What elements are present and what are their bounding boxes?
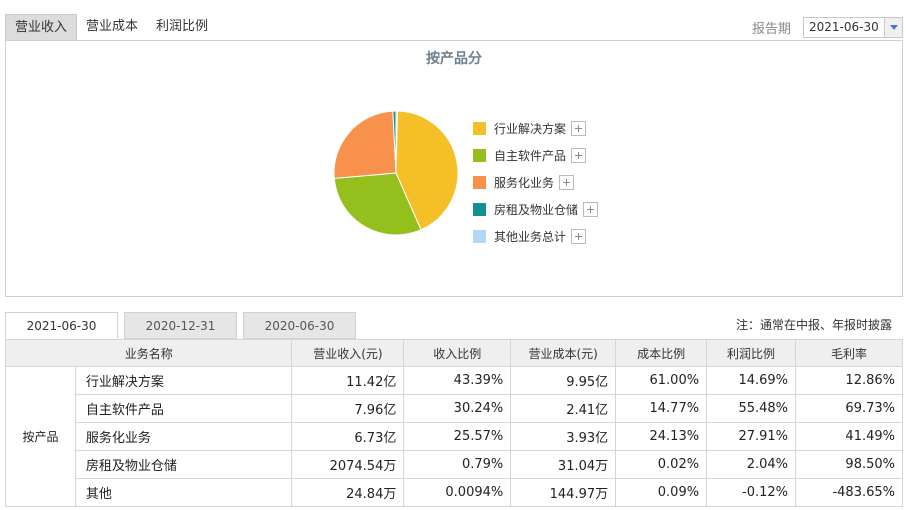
date-tab-bar: 2021-06-30 2020-12-31 2020-06-30	[5, 312, 362, 339]
tab-date-2020-06-30[interactable]: 2020-06-30	[243, 312, 356, 339]
legend-item[interactable]: 服务化业务	[473, 169, 598, 196]
value-cell: 14.77%	[615, 394, 708, 423]
header-revenue: 营业收入(元)	[291, 339, 405, 367]
table-row: 自主软件产品 7.96亿 30.24% 2.41亿 14.77% 55.48% 69.73%	[6, 394, 903, 423]
legend-label: 自主软件产品	[494, 149, 567, 163]
value-cell: 144.97万	[510, 478, 617, 507]
expand-plus-icon[interactable]	[559, 175, 575, 190]
value-cell: 11.42亿	[291, 366, 405, 395]
legend-label: 行业解决方案	[494, 122, 567, 136]
value-cell: 24.13%	[615, 422, 708, 451]
value-cell: 55.48%	[706, 394, 797, 423]
business-name-cell: 行业解决方案	[74, 366, 293, 395]
value-cell: 69.73%	[795, 394, 903, 423]
tab-date-2021-06-30[interactable]: 2021-06-30	[5, 312, 118, 339]
legend-item[interactable]: 自主软件产品	[473, 142, 598, 169]
chart-legend: 行业解决方案 自主软件产品 服务化业务房租及物业仓储 其他业务总计	[473, 115, 599, 250]
value-cell: 14.69%	[706, 366, 797, 395]
legend-swatch	[473, 230, 486, 243]
chevron-down-icon[interactable]	[884, 18, 902, 37]
value-cell: 12.86%	[795, 366, 903, 395]
tab-date-2020-12-31[interactable]: 2020-12-31	[124, 312, 237, 339]
header-cost-ratio: 成本比例	[615, 339, 708, 367]
legend-item[interactable]: 其他业务总计	[473, 223, 598, 250]
value-cell: 24.84万	[291, 478, 405, 507]
pie-slice[interactable]	[395, 111, 459, 231]
header-profit-ratio: 利润比例	[706, 339, 797, 367]
legend-label: 房租及物业仓储	[494, 203, 579, 217]
expand-plus-icon[interactable]	[571, 229, 587, 244]
table-row: 服务化业务 6.73亿 25.57% 3.93亿 24.13% 27.91% 41.49%	[6, 422, 903, 451]
value-cell: 98.50%	[795, 450, 903, 479]
business-table: 业务名称 营业收入(元) 收入比例 营业成本(元) 成本比例 利润比例 毛利率 …	[4, 339, 903, 507]
value-cell: 0.79%	[403, 450, 512, 479]
value-cell: -483.65%	[795, 478, 903, 507]
pie-slice[interactable]	[333, 172, 422, 236]
value-cell: 0.02%	[615, 450, 708, 479]
business-name-cell: 自主软件产品	[74, 394, 293, 423]
legend-label: 其他业务总计	[494, 230, 567, 244]
legend-item[interactable]: 行业解决方案	[473, 115, 598, 142]
legend-swatch	[473, 176, 486, 189]
table-row: 房租及物业仓储 2074.54万 0.79% 31.04万 0.02% 2.04% 98.5…	[6, 450, 903, 479]
value-cell: 27.91%	[706, 422, 797, 451]
group-label: 按产品	[5, 366, 76, 507]
chart-title: 按产品分	[426, 51, 482, 67]
value-cell: 2.41亿	[510, 394, 617, 423]
header-cost: 营业成本(元)	[510, 339, 617, 367]
expand-plus-icon[interactable]	[583, 202, 599, 217]
header-revenue-ratio: 收入比例	[403, 339, 512, 367]
value-cell: 0.0094%	[403, 478, 512, 507]
pie-slice[interactable]	[333, 111, 397, 179]
header-business-name: 业务名称	[4, 339, 293, 367]
value-cell: 30.24%	[403, 394, 512, 423]
tab-revenue[interactable]: 营业收入	[5, 14, 78, 40]
legend-swatch	[473, 149, 486, 162]
pie-chart	[333, 111, 459, 236]
report-period-value: 2021-06-30	[809, 20, 879, 34]
value-cell: 3.93亿	[510, 422, 617, 451]
value-cell: 6.73亿	[291, 422, 405, 451]
table-header-row: 业务名称 营业收入(元) 收入比例 营业成本(元) 成本比例 利润比例 毛利率	[4, 339, 903, 367]
value-cell: 61.00%	[615, 366, 708, 395]
value-cell: 2074.54万	[291, 450, 405, 479]
business-name-cell: 服务化业务	[74, 422, 293, 451]
report-period-select[interactable]: 2021-06-30	[803, 17, 903, 38]
header-gross-margin: 毛利率	[795, 339, 903, 367]
report-period-label: 报告期	[752, 22, 792, 37]
legend-swatch	[473, 203, 486, 216]
table-row: 按产品 行业解决方案 11.42亿 43.39% 9.95亿 61.00% 14.69% 12…	[5, 366, 903, 507]
value-cell: 43.39%	[403, 366, 512, 395]
legend-item[interactable]: 房租及物业仓储	[473, 196, 599, 223]
table-row: 其他 24.84万 0.0094% 144.97万 0.09% -0.12% -483.65…	[6, 478, 903, 507]
tab-profit-ratio[interactable]: 利润比例	[156, 19, 209, 34]
expand-plus-icon[interactable]	[571, 121, 587, 136]
expand-plus-icon[interactable]	[571, 148, 587, 163]
business-name-cell: 其他	[74, 478, 293, 507]
value-cell: 25.57%	[403, 422, 512, 451]
legend-swatch	[473, 122, 486, 135]
value-cell: 41.49%	[795, 422, 903, 451]
tab-cost[interactable]: 营业成本	[86, 19, 139, 34]
value-cell: -0.12%	[706, 478, 797, 507]
value-cell: 7.96亿	[291, 394, 405, 423]
value-cell: 2.04%	[706, 450, 797, 479]
disclosure-note: 注：通常在中报、年报时披露	[735, 318, 892, 332]
legend-label: 服务化业务	[494, 176, 555, 190]
value-cell: 31.04万	[510, 450, 617, 479]
top-tab-bar: 营业收入 营业成本 利润比例	[5, 14, 217, 40]
value-cell: 9.95亿	[510, 366, 617, 395]
pie-slice[interactable]	[395, 111, 399, 174]
chart-panel: 按产品分 行业解决方案 自主软件产品 服务化业务房租及物业仓储 其他业务总计	[5, 40, 903, 297]
value-cell: 0.09%	[615, 478, 708, 507]
business-name-cell: 房租及物业仓储	[74, 450, 293, 479]
